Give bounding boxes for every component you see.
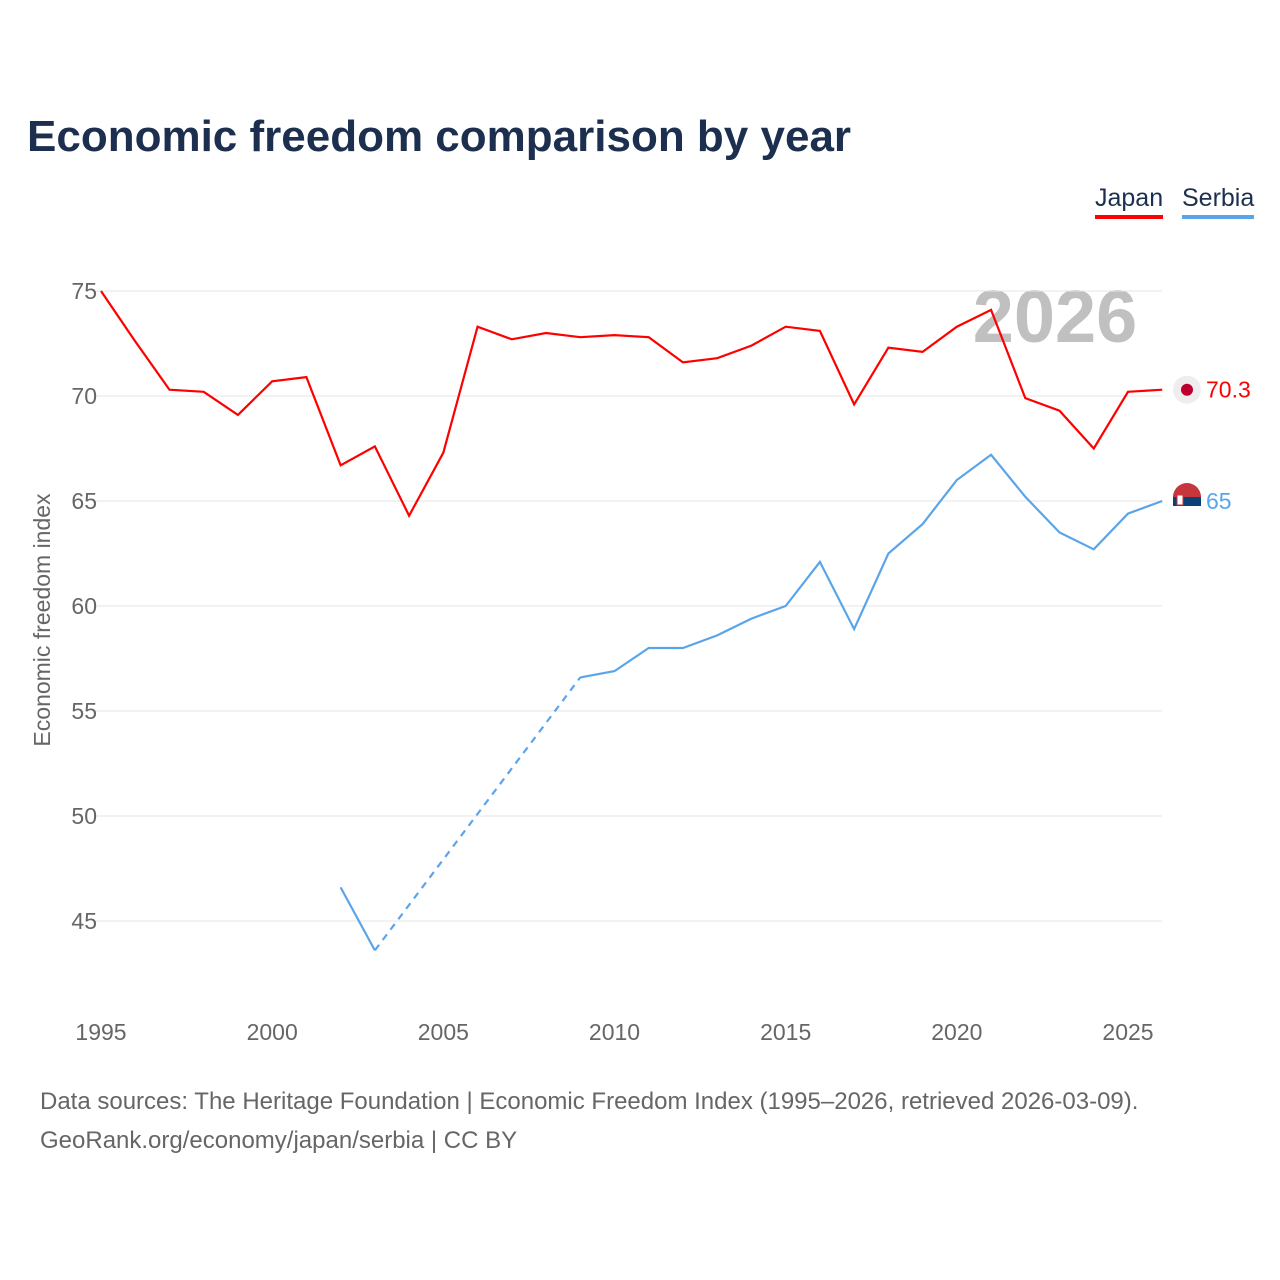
data-point-serbia bbox=[680, 645, 686, 651]
y-tick-label: 75 bbox=[71, 278, 97, 304]
data-point-japan bbox=[98, 288, 104, 294]
data-point-serbia bbox=[612, 668, 618, 674]
data-point-serbia bbox=[1057, 530, 1063, 536]
serbia-flag-blue-icon bbox=[1173, 497, 1201, 506]
x-tick-label: 2005 bbox=[418, 1019, 469, 1045]
data-point-japan bbox=[988, 307, 994, 313]
serbia-flag-red-icon bbox=[1173, 483, 1201, 497]
data-point-serbia bbox=[817, 559, 823, 565]
japan-flag-disc-icon bbox=[1181, 383, 1193, 396]
data-point-japan bbox=[714, 355, 720, 361]
data-point-japan bbox=[1091, 446, 1097, 452]
data-point-serbia bbox=[783, 603, 789, 609]
data-point-japan bbox=[1022, 395, 1028, 401]
data-point-serbia bbox=[646, 645, 652, 651]
data-point-japan bbox=[1057, 408, 1063, 414]
data-point-japan bbox=[920, 349, 926, 355]
y-tick-label: 70 bbox=[71, 383, 97, 409]
data-point-japan bbox=[166, 387, 172, 393]
data-point-japan bbox=[885, 345, 891, 351]
y-tick-label: 50 bbox=[71, 803, 97, 829]
series-line-serbia bbox=[339, 886, 376, 951]
y-tick-label: 65 bbox=[71, 488, 97, 514]
end-label-serbia: 65 bbox=[1206, 488, 1232, 514]
data-point-japan bbox=[543, 330, 549, 336]
y-tick-label: 45 bbox=[71, 908, 97, 934]
x-tick-label: 2015 bbox=[760, 1019, 811, 1045]
data-point-japan bbox=[201, 389, 207, 395]
data-point-japan bbox=[680, 359, 686, 365]
chart-title: Economic freedom comparison by year bbox=[27, 112, 852, 161]
data-point-japan bbox=[646, 334, 652, 340]
data-point-japan bbox=[303, 374, 309, 380]
series-gap-serbia bbox=[373, 676, 582, 952]
data-point-japan bbox=[783, 324, 789, 330]
x-tick-label: 1995 bbox=[75, 1019, 126, 1045]
end-label-japan: 70.3 bbox=[1206, 377, 1251, 403]
y-tick-label: 60 bbox=[71, 593, 97, 619]
data-point-serbia bbox=[748, 616, 754, 622]
data-point-japan bbox=[509, 336, 515, 342]
legend-japan[interactable]: Japan bbox=[1095, 184, 1164, 219]
data-point-japan bbox=[475, 324, 481, 330]
serbia-flag-white-icon bbox=[1173, 506, 1201, 520]
serbia-coat-of-arms-icon bbox=[1176, 494, 1184, 506]
data-point-serbia bbox=[714, 632, 720, 638]
data-point-japan bbox=[1125, 389, 1131, 395]
data-point-serbia bbox=[988, 452, 994, 458]
data-point-serbia bbox=[1125, 511, 1131, 517]
data-point-serbia bbox=[577, 674, 583, 680]
data-point-japan bbox=[132, 338, 138, 344]
data-point-serbia bbox=[338, 884, 344, 890]
data-point-serbia bbox=[920, 521, 926, 527]
series-line-japan bbox=[100, 290, 1163, 519]
data-point-japan bbox=[954, 324, 960, 330]
legend-serbia[interactable]: Serbia bbox=[1182, 184, 1255, 219]
x-tick-label: 2000 bbox=[247, 1019, 298, 1045]
data-point-japan bbox=[406, 513, 412, 519]
source-line-1: Data sources: The Heritage Foundation | … bbox=[40, 1088, 1139, 1115]
y-tick-label: 55 bbox=[71, 698, 97, 724]
series-line-serbia bbox=[580, 453, 1163, 679]
data-point-japan bbox=[338, 462, 344, 468]
data-point-japan bbox=[612, 332, 618, 338]
data-point-serbia bbox=[1159, 498, 1165, 504]
data-point-japan bbox=[748, 343, 754, 349]
data-point-japan bbox=[851, 401, 857, 407]
data-point-japan bbox=[235, 412, 241, 418]
year-watermark: 2026 bbox=[973, 275, 1138, 358]
data-point-japan bbox=[577, 334, 583, 340]
data-point-serbia bbox=[851, 626, 857, 632]
data-point-serbia bbox=[954, 477, 960, 483]
data-point-serbia bbox=[885, 551, 891, 557]
data-point-serbia bbox=[1091, 546, 1097, 552]
x-tick-label: 2020 bbox=[931, 1019, 982, 1045]
data-point-japan bbox=[372, 443, 378, 449]
data-point-serbia bbox=[372, 947, 378, 953]
data-point-serbia bbox=[1022, 494, 1028, 500]
data-point-japan bbox=[269, 378, 275, 384]
x-tick-label: 2025 bbox=[1102, 1019, 1153, 1045]
x-tick-label: 2010 bbox=[589, 1019, 640, 1045]
data-point-japan bbox=[1159, 387, 1165, 393]
y-axis-label: Economic freedom index bbox=[29, 493, 55, 747]
data-point-japan bbox=[817, 328, 823, 334]
data-point-japan bbox=[440, 450, 446, 456]
source-line-2[interactable]: GeoRank.org/economy/japan/serbia | CC BY bbox=[40, 1127, 518, 1154]
